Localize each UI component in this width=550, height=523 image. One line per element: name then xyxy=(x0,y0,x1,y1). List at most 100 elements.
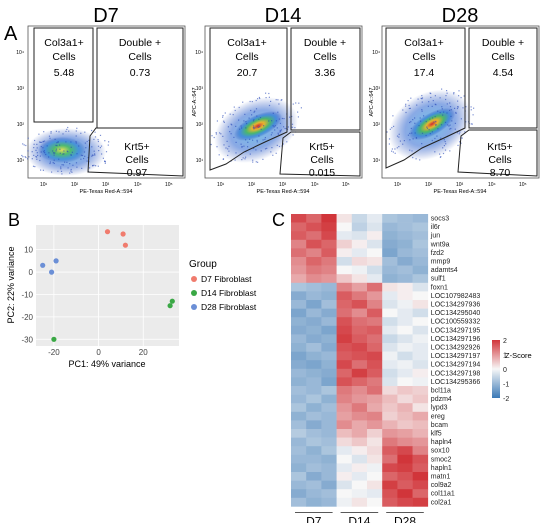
pca-point xyxy=(40,262,46,268)
heatmap-cell xyxy=(291,429,307,438)
heatmap-cell xyxy=(351,497,368,507)
gate-label: Cells xyxy=(412,51,435,63)
heatmap-cell xyxy=(382,300,398,309)
heatmap-cell xyxy=(291,282,307,292)
heatmap-cell xyxy=(321,317,337,327)
event-dot xyxy=(62,164,65,166)
event-dot xyxy=(62,153,64,155)
event-dot xyxy=(241,159,243,161)
heatmap-cell xyxy=(336,420,353,430)
event-dot xyxy=(407,134,409,136)
zscore-tick: 0 xyxy=(503,367,507,374)
legend-label-d7: D7 Fibroblast xyxy=(201,274,252,284)
event-dot xyxy=(241,127,243,129)
event-dot xyxy=(409,132,411,135)
event-dot xyxy=(425,121,427,123)
event-dot xyxy=(457,144,459,146)
event-dot xyxy=(414,117,416,119)
heatmap-cell xyxy=(412,454,429,464)
event-dot xyxy=(440,124,443,126)
y-tick-label: -20 xyxy=(21,313,33,322)
event-dot xyxy=(439,153,441,155)
pca-point xyxy=(122,242,128,248)
event-dot xyxy=(91,154,94,156)
heatmap-row-label: il6r xyxy=(431,224,441,231)
heatmap-cell xyxy=(382,239,398,249)
heatmap-cell xyxy=(336,300,353,309)
event-dot xyxy=(441,106,443,108)
heatmap-cell xyxy=(321,291,337,301)
event-dot xyxy=(222,116,224,118)
event-dot xyxy=(447,124,449,126)
heatmap-cell xyxy=(321,497,337,507)
event-dot xyxy=(216,120,218,122)
gate-col3a1 xyxy=(209,27,288,171)
event-dot xyxy=(437,128,439,130)
event-dot xyxy=(266,147,268,149)
heatmap-cell xyxy=(351,239,368,249)
heatmap-cell xyxy=(382,377,398,387)
gate-percent: 17.4 xyxy=(414,67,435,79)
event-dot xyxy=(53,162,55,164)
heatmap-cell xyxy=(336,437,353,447)
event-dot xyxy=(76,153,78,155)
heatmap-cell xyxy=(291,343,307,352)
heatmap-cell xyxy=(367,429,383,438)
heatmap-row-label: bcam xyxy=(431,422,448,429)
event-dot xyxy=(63,150,65,152)
heatmap-cell xyxy=(351,351,368,361)
y-tick-label: 10 xyxy=(24,246,33,255)
heatmap-cell xyxy=(367,411,383,421)
event-dot xyxy=(42,147,44,149)
event-dot xyxy=(49,161,51,163)
event-dot xyxy=(456,132,458,134)
event-dot xyxy=(60,168,62,170)
heatmap-cell xyxy=(291,472,307,481)
event-dot xyxy=(100,145,103,147)
heatmap-cell xyxy=(321,214,337,223)
heatmap-cell xyxy=(306,325,322,335)
gate-label: Col3a1+ xyxy=(404,37,443,49)
heatmap-cell xyxy=(382,325,398,335)
event-dot xyxy=(412,119,414,121)
heatmap-cell xyxy=(336,489,353,499)
heatmap-cell xyxy=(306,308,322,318)
heatmap-cell xyxy=(306,282,322,292)
event-dot xyxy=(448,125,450,127)
event-dot xyxy=(460,142,462,144)
heatmap-cell xyxy=(336,239,353,249)
event-dot xyxy=(281,99,283,101)
event-dot xyxy=(85,147,87,149)
heatmap-cell xyxy=(412,437,429,447)
heatmap-cell xyxy=(321,343,337,352)
heatmap-cell xyxy=(306,454,322,464)
heatmap-cell xyxy=(321,274,337,284)
event-dot xyxy=(270,100,272,102)
heatmap-cell xyxy=(321,368,337,378)
event-dot xyxy=(450,115,452,117)
heatmap-cell xyxy=(367,377,383,387)
heatmap-cell xyxy=(291,308,307,318)
event-dot xyxy=(271,147,273,149)
event-dot xyxy=(392,115,394,117)
event-dot xyxy=(276,127,278,129)
event-dot xyxy=(253,119,255,121)
heatmap-cell xyxy=(321,257,337,266)
heatmap-cell xyxy=(397,214,413,223)
heatmap-row-label: ereg xyxy=(431,413,445,420)
heatmap-cell xyxy=(336,343,353,352)
event-dot xyxy=(257,126,259,128)
heatmap-cell xyxy=(321,429,337,438)
gate-percent: 5.48 xyxy=(54,67,75,79)
heatmap-row-label: matn1 xyxy=(431,474,451,481)
event-dot xyxy=(294,127,296,129)
event-dot xyxy=(234,159,236,161)
x-tick: 10⁵ xyxy=(342,182,350,188)
event-dot xyxy=(421,98,423,100)
event-dot xyxy=(428,101,430,103)
heatmap-cell xyxy=(397,377,413,387)
event-dot xyxy=(35,156,37,158)
y-tick-label: -30 xyxy=(21,335,33,344)
event-density xyxy=(38,137,86,163)
event-dot xyxy=(402,109,404,111)
